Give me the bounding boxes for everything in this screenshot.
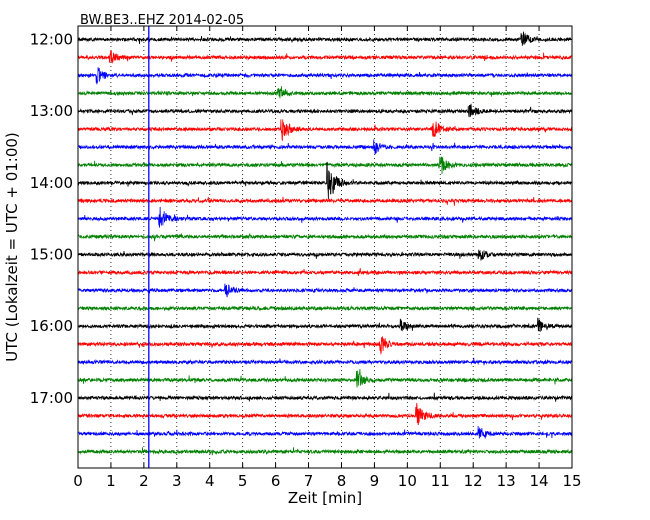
trace-1300 [77,103,573,118]
chart-title: BW.BE3..EHZ 2014-02-05 [80,13,244,28]
x-tick-label: 1 [106,472,116,490]
trace-1600 [77,317,573,332]
trace-1400 [77,161,573,200]
y-tick-label: 12:00 [30,31,73,49]
trace-1730 [77,426,573,439]
y-axis-ticks: 12:00 13:00 14:00 15:00 16:00 17:00 [30,31,572,407]
trace-1615 [77,336,573,355]
x-tick-label: 12 [464,472,483,490]
y-tick-label: 16:00 [30,317,73,335]
x-axis-label: Zeit [min] [288,489,362,507]
x-tick-label: 13 [497,472,516,490]
trace-1330 [77,139,573,155]
trace-1515 [77,267,573,277]
x-tick-label: 3 [172,472,182,490]
trace-1230 [77,67,573,85]
trace-1700 [77,392,573,402]
x-axis-ticks: 0 1 2 3 4 5 6 7 8 9 10 11 12 13 14 15 [73,26,582,490]
y-axis-label: UTC (Lokalzeit = UTC + 01:00) [3,132,21,362]
x-tick-label: 2 [139,472,149,490]
y-tick-label: 13:00 [30,102,73,120]
x-tick-label: 11 [431,472,450,490]
trace-1645 [77,369,573,388]
x-tick-label: 6 [271,472,281,490]
x-tick-label: 5 [238,472,248,490]
grid-lines [110,26,540,468]
x-tick-label: 7 [304,472,314,490]
trace-1345 [77,156,573,174]
x-tick-label: 10 [398,472,417,490]
trace-group [77,31,573,456]
x-tick-label: 15 [562,472,581,490]
trace-1630 [77,357,573,366]
trace-1415 [77,196,573,206]
trace-1200 [77,31,573,46]
y-tick-label: 14:00 [30,174,73,192]
x-tick-label: 14 [530,472,549,490]
trace-1745 [77,447,573,456]
x-tick-label: 8 [337,472,347,490]
plot-frame [77,25,573,469]
x-tick-label: 0 [73,472,83,490]
trace-1245 [77,86,573,99]
trace-1315 [77,119,573,141]
trace-1430 [77,206,573,228]
x-tick-label: 4 [205,472,215,490]
trace-1445 [77,233,573,242]
trace-1500 [77,249,573,261]
trace-1530 [77,283,573,298]
y-tick-label: 17:00 [30,389,73,407]
trace-1545 [77,305,573,312]
trace-1715 [77,403,573,426]
y-tick-label: 15:00 [30,246,73,264]
x-tick-label: 9 [370,472,380,490]
trace-1215 [77,50,573,64]
